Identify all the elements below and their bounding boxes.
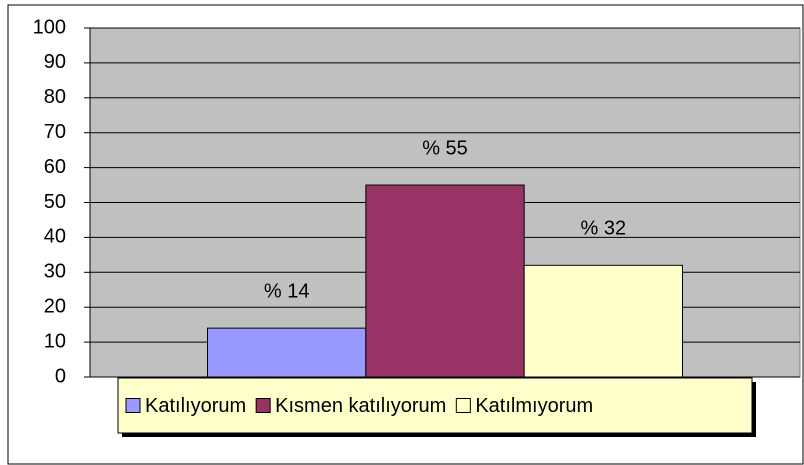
- y-tick-label: 0: [55, 365, 66, 387]
- y-tick-label: 70: [44, 121, 66, 143]
- legend: [117, 377, 753, 434]
- data-label: % 32: [581, 218, 627, 240]
- bar: [365, 184, 525, 378]
- legend-marker: [125, 398, 141, 413]
- legend-label: Katılmıyorum: [475, 395, 593, 417]
- y-tick-label: 10: [44, 330, 66, 352]
- bar: [523, 264, 683, 378]
- data-label: % 55: [422, 137, 468, 159]
- y-tick-label: 90: [44, 51, 66, 73]
- legend-label: Kısmen katılıyorum: [275, 395, 446, 417]
- legend-marker: [455, 398, 471, 413]
- y-tick-label: 40: [44, 226, 66, 248]
- y-tick-label: 100: [33, 16, 66, 38]
- legend-label: Katılıyorum: [145, 395, 246, 417]
- legend-marker: [255, 398, 271, 413]
- y-tick-label: 60: [44, 156, 66, 178]
- y-tick-label: 50: [44, 191, 66, 213]
- bar: [207, 327, 367, 378]
- y-tick-label: 20: [44, 295, 66, 317]
- y-tick-label: 30: [44, 261, 66, 283]
- data-label: % 14: [264, 280, 310, 302]
- y-tick-label: 80: [44, 86, 66, 108]
